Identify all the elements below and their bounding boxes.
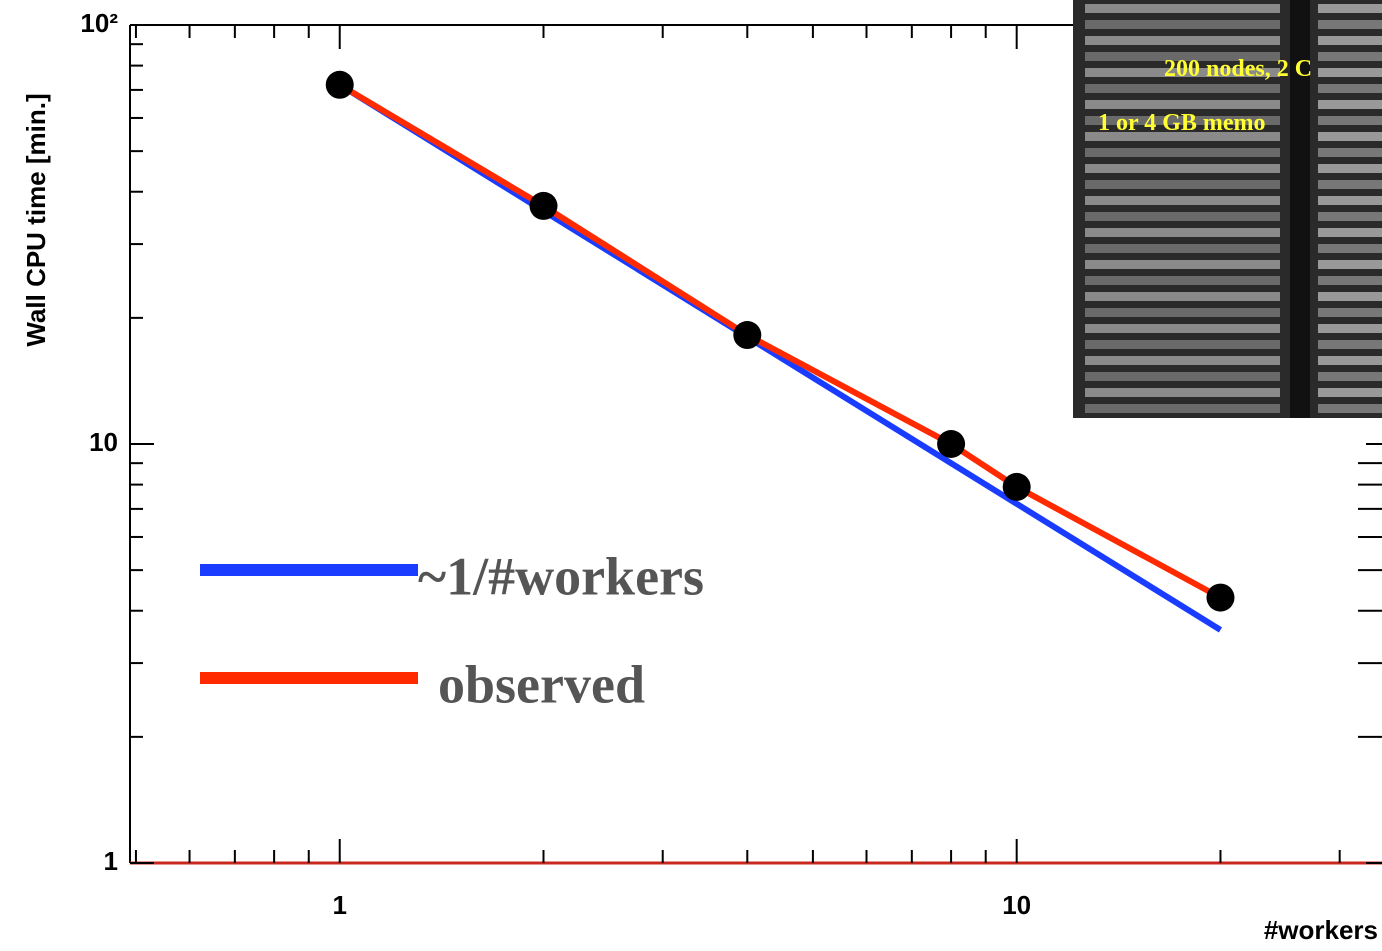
x-axis-label: #workers	[1264, 915, 1378, 945]
y-axis-label: Wall CPU time [min.]	[21, 93, 51, 346]
data-point	[530, 192, 558, 220]
chart: Wall CPU time [min.] #workers 1 10 10² 1 10 ~…	[0, 0, 1382, 951]
y-tick-label: 1	[104, 846, 118, 876]
x-tick-label: 1	[332, 890, 346, 920]
data-point	[937, 430, 965, 458]
legend-label: ~1/#workers	[418, 546, 704, 606]
x-tick-label: 10	[1002, 890, 1031, 920]
annotation: 200 nodes, 2 C	[1164, 56, 1312, 82]
y-tick-label: 10²	[80, 8, 118, 38]
data-point	[1206, 584, 1234, 612]
legend-label: observed	[438, 654, 645, 714]
data-point	[733, 321, 761, 349]
server-photo: 200 nodes, 2 C 1 or 4 GB memo	[1073, 0, 1382, 418]
annotation: 1 or 4 GB memo	[1098, 110, 1266, 136]
y-tick-label: 10	[89, 427, 118, 457]
data-point	[326, 71, 354, 99]
data-point	[1003, 473, 1031, 501]
